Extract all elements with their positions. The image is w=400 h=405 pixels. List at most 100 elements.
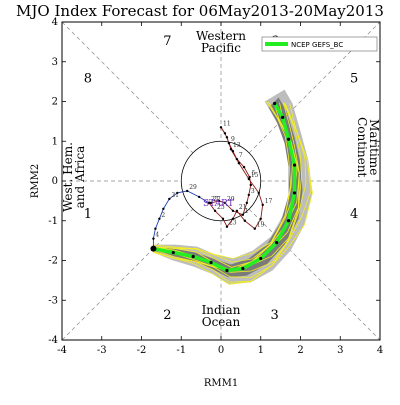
chart-title: MJO Index Forecast for 06May2013-20May20… xyxy=(16,2,384,20)
observed-point xyxy=(223,132,227,135)
observed-point xyxy=(243,219,247,222)
x-axis-label: RMM1 xyxy=(204,378,238,389)
region-label: West. Hem.and Africa xyxy=(61,142,87,212)
observed-point xyxy=(221,217,225,220)
region-label: Western Pacific xyxy=(196,29,246,55)
region-label: MaritimeContinent xyxy=(355,117,381,177)
y-tick-label: -1 xyxy=(48,216,58,227)
observed-point xyxy=(249,183,253,187)
y-axis-label: RMM2 xyxy=(30,164,41,198)
observed-point xyxy=(225,136,229,139)
observed-point xyxy=(259,217,262,220)
phase-label: 1 xyxy=(84,207,92,222)
observed-point xyxy=(231,149,235,153)
y-tick-label: 2 xyxy=(52,97,58,108)
ensemble-member-line xyxy=(153,101,292,259)
observed-day-label: 13 xyxy=(233,142,241,149)
phase-guides xyxy=(61,21,381,341)
ensemble-mean-point xyxy=(281,115,285,119)
ensemble-member-line xyxy=(153,103,313,285)
observed-point xyxy=(209,201,213,205)
phase-label: 4 xyxy=(350,207,358,222)
x-tick-label: 0 xyxy=(218,345,224,356)
observed-point xyxy=(253,227,256,230)
observed-point xyxy=(207,201,211,205)
x-tick-label: -2 xyxy=(137,345,147,356)
region-label-line: Pacific xyxy=(201,41,241,55)
observed-point xyxy=(247,193,251,197)
region-label: Indian Ocean xyxy=(202,303,241,329)
y-tick-label: 4 xyxy=(52,17,58,28)
region-label-line: Continent xyxy=(355,117,369,177)
observed-day-label: 27 xyxy=(213,196,221,203)
observed-point xyxy=(158,217,161,220)
ensemble-mean-point xyxy=(191,254,195,259)
observed-point xyxy=(176,191,179,195)
region-label-line: West. Hem. xyxy=(61,142,75,212)
forecast-start-point xyxy=(150,245,157,252)
ensemble-mean-point xyxy=(275,241,279,245)
phase-label: 3 xyxy=(271,308,279,323)
ensemble-mean xyxy=(150,101,297,273)
legend-box xyxy=(261,36,378,52)
ensemble-member-line xyxy=(153,102,300,272)
observed-point xyxy=(257,191,260,195)
ensemble-band-inner xyxy=(153,97,303,278)
guide-line xyxy=(61,208,194,341)
ensemble-mean-point xyxy=(241,266,245,271)
observed-line xyxy=(208,127,264,230)
ensemble-mean-point xyxy=(286,137,291,141)
ensemble-mean-point xyxy=(259,256,263,261)
observed-day-label: 7 xyxy=(239,152,243,159)
observed-point xyxy=(248,175,251,179)
phase-label: 2 xyxy=(163,308,171,323)
phase-label: 7 xyxy=(163,34,171,49)
legend-label: NCEP GEFS_BC xyxy=(291,41,343,49)
unit-circle xyxy=(180,140,262,222)
x-tick-label: -3 xyxy=(97,345,107,356)
observed-point xyxy=(227,142,231,145)
y-tick-label: 3 xyxy=(52,57,58,68)
x-tick-label: 3 xyxy=(337,345,343,356)
y-tick-label: -4 xyxy=(48,335,58,346)
ensemble-mean-point xyxy=(292,191,297,195)
observed-point xyxy=(168,197,171,201)
observed-day-label: 9 xyxy=(231,136,235,143)
legend: NCEP GEFS_BC xyxy=(261,36,378,52)
ensemble-mean-point xyxy=(209,260,213,265)
start-label: START xyxy=(203,199,234,209)
observed-point xyxy=(225,225,229,228)
y-tick-label: 1 xyxy=(52,136,58,147)
observed-point xyxy=(237,161,241,165)
observed-day-label: 29 xyxy=(227,196,235,203)
ensemble-band-inner-area xyxy=(153,97,303,278)
x-tick-label: 1 xyxy=(258,345,264,356)
observed-point xyxy=(217,199,221,203)
observed-day-label: 29 xyxy=(189,184,197,191)
observed-day-label: 1 xyxy=(245,208,249,215)
region-label-line: Western xyxy=(196,29,246,43)
observed-point xyxy=(247,177,251,181)
guide-line xyxy=(61,21,194,154)
observed-point xyxy=(223,201,227,205)
observed-point xyxy=(231,217,235,220)
ensemble-mean-point xyxy=(286,219,291,223)
region-label-line: and Africa xyxy=(73,146,87,209)
region-label-line: Maritime xyxy=(367,119,381,175)
phase-label: 8 xyxy=(84,72,92,87)
observed-point xyxy=(231,209,235,213)
observed-point xyxy=(261,203,264,207)
ensemble-mean-point xyxy=(225,268,229,273)
region-labels: Western Pacific Indian Ocean MaritimeContine… xyxy=(61,29,381,329)
x-tick-label: 4 xyxy=(377,345,383,356)
observed-day-label: 23 xyxy=(229,220,237,227)
ensemble-mean-point xyxy=(273,101,277,106)
observed-point xyxy=(162,207,165,211)
y-tick-label: 0 xyxy=(52,176,58,187)
y-tick-label: -3 xyxy=(48,295,58,306)
phase-label: 5 xyxy=(350,72,358,87)
observed-point xyxy=(235,209,239,213)
